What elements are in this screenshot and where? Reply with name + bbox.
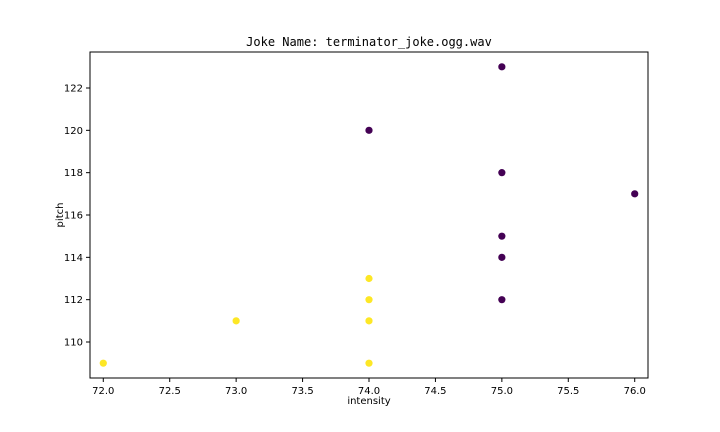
x-axis-label: intensity (347, 396, 390, 407)
data-point (498, 169, 506, 177)
chart-title: Joke Name: terminator_joke.ogg.wav (246, 35, 492, 49)
y-tick-label: 112 (64, 295, 83, 306)
data-point (365, 317, 373, 325)
y-tick-label: 114 (64, 253, 83, 264)
data-points (99, 63, 639, 367)
y-tick-label: 110 (64, 338, 83, 349)
x-tick-label: 74.0 (358, 386, 380, 397)
x-tick-label: 73.0 (225, 386, 247, 397)
data-point (232, 317, 240, 325)
data-point (99, 359, 107, 367)
data-point (631, 190, 639, 198)
y-axis-label: pitch (55, 203, 66, 228)
x-tick-label: 72.5 (159, 386, 181, 397)
y-tick-label: 120 (64, 126, 83, 137)
y-tick-label: 118 (64, 168, 83, 179)
data-point (498, 253, 506, 261)
data-point (365, 274, 373, 283)
x-tick-label: 75.0 (491, 386, 513, 397)
x-tick-label: 75.5 (557, 386, 579, 397)
y-tick-label: 122 (64, 83, 83, 94)
data-point (498, 232, 506, 240)
x-axis: 72.0 72.5 73.0 73.5 74.0 74.5 75.0 75.5 76.0 (92, 378, 646, 397)
data-point (498, 296, 506, 304)
y-tick-label: 116 (64, 211, 83, 222)
plot-area (89, 51, 649, 379)
y-axis: 110 112 114 116 118 120 122 (64, 83, 90, 349)
x-tick-label: 74.5 (424, 386, 446, 397)
data-point (498, 63, 506, 71)
data-point (365, 359, 373, 367)
x-tick-label: 72.0 (92, 386, 114, 397)
data-point (365, 126, 373, 134)
plot-frame (89, 51, 649, 379)
x-tick-label: 73.5 (291, 386, 313, 397)
data-point (365, 296, 373, 304)
x-tick-label: 76.0 (624, 386, 646, 397)
